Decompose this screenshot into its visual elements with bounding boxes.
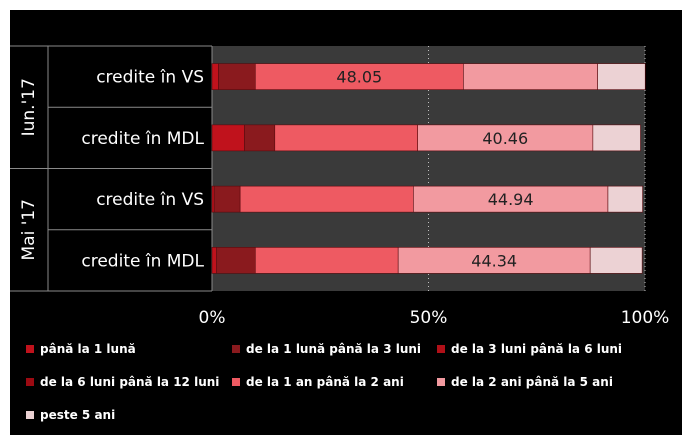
bar-segment-r3-s6 [413, 185, 609, 213]
data-label-4: 44.34 [471, 251, 517, 270]
bar-segment-r4-s1 [211, 247, 217, 274]
legend-label-3: de la 3 luni până la 6 luni [451, 342, 623, 356]
legend-item-3: de la 3 luni până la 6 luni [437, 342, 622, 356]
legend-label-4: de la 6 luni până la 12 luni [40, 375, 220, 389]
bar-segment-r3-s5 [239, 185, 414, 213]
bar-segment-r1-s6 [463, 63, 598, 90]
data-label-3: 44.94 [488, 190, 534, 209]
bar-segment-r1-s2 [218, 63, 256, 90]
legend-label-5: de la 1 an până la 2 ani [246, 375, 404, 389]
bar-segment-r3-s7 [607, 185, 643, 213]
group-label-1: Iun.'17 [19, 78, 39, 136]
bar-segment-r2-s2 [244, 124, 276, 152]
bar-segment-r4-s2 [216, 247, 256, 274]
bar-segment-r1-s5 [255, 63, 464, 90]
row-label-4: credite în MDL [81, 251, 204, 271]
row-label-1: credite în VS [96, 68, 204, 88]
legend-item-7: peste 5 ani [26, 408, 115, 422]
x-tick-label-2: 50% [410, 308, 448, 328]
x-tick-label-3: 100% [621, 308, 670, 328]
bar-segment-r3-s1 [211, 185, 215, 213]
bar-segment-r2-s5 [274, 124, 418, 152]
bar-segment-r1-s1 [211, 63, 219, 90]
row-label-2: credite în MDL [81, 129, 204, 149]
bar-segment-r2-s7 [592, 124, 641, 152]
row-label-3: credite în VS [96, 190, 204, 210]
legend-item-2: de la 1 lună până la 3 luni [232, 342, 421, 356]
chart-plot: Iun.'17 credite în VS credite în MDL Mai '1… [10, 45, 670, 328]
bar-segment-r1-s7 [597, 63, 646, 90]
legend-swatch-7 [26, 411, 34, 419]
data-label-1: 48.05 [336, 68, 382, 87]
legend-label-1: până la 1 lună [40, 342, 136, 356]
legend-swatch-5 [232, 378, 240, 386]
bar-segment-r4-s6 [397, 247, 591, 274]
x-tick-label-1: 0% [199, 308, 226, 328]
bar-segment-r4-s7 [589, 247, 643, 274]
legend-label-7: peste 5 ani [40, 408, 116, 422]
legend-swatch-4 [26, 378, 34, 386]
chart-frame: Iun.'17 credite în VS credite în MDL Mai '1… [10, 10, 682, 435]
data-label-2: 40.46 [482, 129, 528, 148]
legend-label-2: de la 1 lună până la 3 luni [246, 342, 422, 356]
bar-segment-r2-s6 [417, 124, 594, 152]
legend-swatch-6 [437, 378, 445, 386]
bar-segment-r4-s5 [255, 247, 399, 274]
legend-swatch-2 [232, 345, 240, 353]
legend-swatch-3 [437, 345, 445, 353]
legend-item-1: până la 1 lună [26, 342, 136, 356]
legend-item-4: de la 6 luni până la 12 luni [26, 375, 219, 389]
legend-item-6: de la 2 ani până la 5 ani [437, 375, 613, 389]
bar-segment-r2-s1 [211, 124, 245, 152]
group-label-2: Mai '17 [19, 199, 39, 261]
bar-segment-r3-s2 [213, 185, 241, 213]
legend-label-6: de la 2 ani până la 5 ani [451, 375, 613, 389]
legend-item-5: de la 1 an până la 2 ani [232, 375, 404, 389]
legend-swatch-1 [26, 345, 34, 353]
